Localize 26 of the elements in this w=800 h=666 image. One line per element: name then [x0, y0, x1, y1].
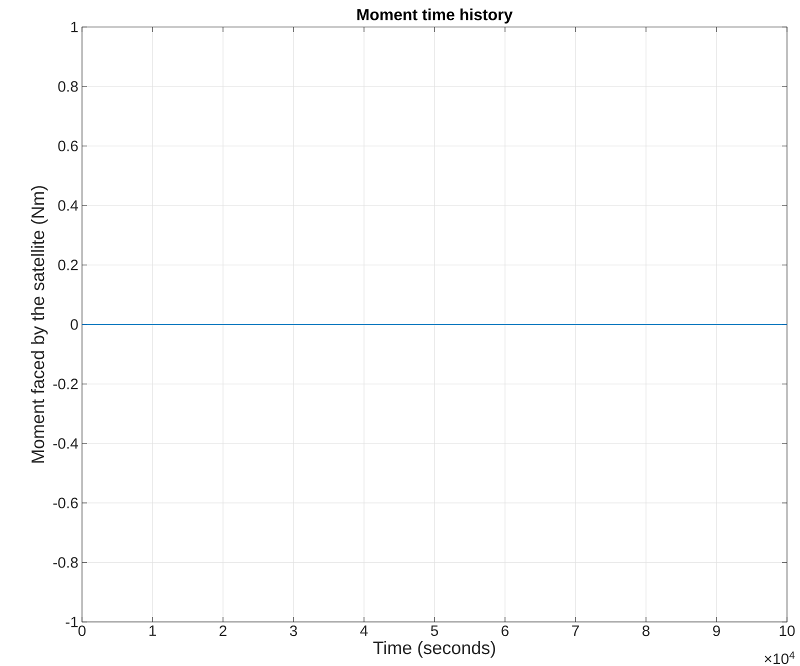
x-tick-label: 9: [713, 626, 720, 636]
x-tick-label: 2: [220, 626, 226, 636]
text: ×10$^{4}$: [764, 652, 795, 664]
x-axis-title: Time (seconds): [373, 641, 496, 658]
y-tick-label: -0.4: [53, 438, 78, 449]
x-tick-label: 0: [78, 626, 86, 636]
x-tick-label: 5: [430, 626, 438, 636]
y-tick-label: -0.2: [53, 378, 78, 390]
x-tick-label: 6: [502, 626, 509, 636]
y-tick-label: 0.6: [58, 140, 78, 152]
chart-title: Moment time history: [357, 8, 513, 24]
y-tick-label: 0.8: [58, 81, 78, 92]
y-tick-label: 0.2: [58, 260, 78, 270]
y-tick-label: 0.4: [58, 200, 78, 211]
x-tick-label: 4: [360, 626, 368, 636]
y-axis-title: Moment faced by the satellite (Nm): [30, 186, 48, 463]
y-tick-label: 1: [71, 22, 78, 32]
x-tick-label: 3: [290, 626, 298, 636]
y-tick-label: 0: [70, 319, 78, 330]
x-tick-label: 1: [149, 626, 156, 636]
x-tick-label: 7: [572, 626, 579, 636]
y-tick-label: -0.8: [53, 557, 78, 568]
x-tick-label: 10: [780, 626, 795, 636]
y-tick-label: -0.6: [53, 498, 78, 508]
x-tick-label: 8: [642, 626, 650, 636]
y-tick-label: -1: [66, 616, 78, 628]
